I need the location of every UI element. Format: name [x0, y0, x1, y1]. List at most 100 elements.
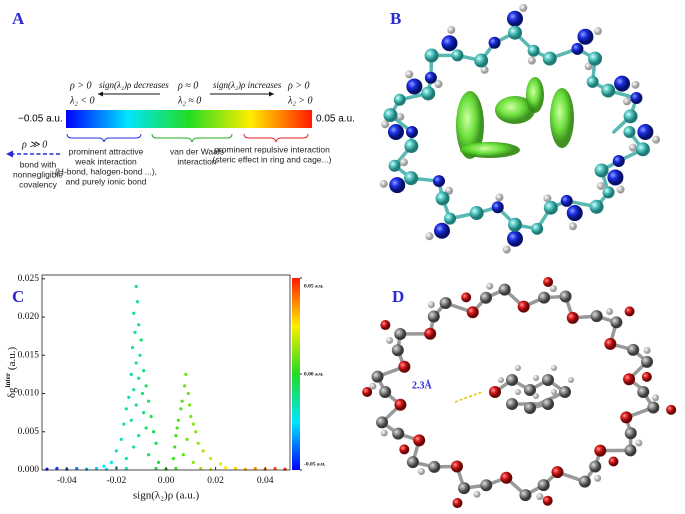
atom	[362, 387, 373, 397]
atom	[624, 444, 637, 457]
point	[154, 441, 158, 445]
atom	[612, 155, 625, 168]
atom	[421, 86, 436, 101]
atom	[428, 460, 441, 473]
point	[156, 460, 161, 464]
atom	[480, 479, 493, 492]
point	[139, 338, 143, 342]
atom	[383, 108, 398, 123]
point	[140, 391, 145, 396]
y-tick-label: 0.025	[18, 274, 40, 284]
atom	[391, 344, 404, 357]
point	[273, 466, 277, 471]
note-line: covalency	[19, 179, 58, 189]
atom	[507, 10, 523, 27]
atom	[607, 169, 624, 186]
x-axis-label: sign(λ₂)ρ (a.u.)	[133, 490, 200, 502]
point	[134, 284, 138, 289]
atom	[635, 439, 643, 447]
note-line: weak interaction	[74, 156, 137, 166]
atom	[376, 416, 389, 429]
atom	[379, 179, 388, 188]
point	[130, 346, 135, 350]
molecule-d: 2.3Å	[362, 276, 677, 509]
atom	[432, 175, 445, 188]
note-line: (steric effect in ring and cage...)	[213, 154, 332, 164]
point	[132, 311, 136, 315]
atom	[461, 292, 472, 303]
atom	[425, 232, 434, 241]
y-label-unit: (a.u.)	[6, 347, 18, 371]
atom	[506, 374, 518, 386]
point	[144, 426, 148, 430]
point	[119, 437, 123, 442]
atom	[488, 36, 501, 49]
atom	[388, 159, 401, 172]
atom	[635, 142, 650, 157]
point	[173, 445, 177, 449]
x-tick-label: -0.02	[107, 476, 127, 486]
x-tick-label: -0.04	[57, 476, 77, 486]
point	[137, 433, 141, 438]
point	[152, 430, 156, 434]
atom	[500, 471, 513, 484]
atom	[506, 398, 518, 410]
atom	[389, 177, 406, 194]
colorbar-label: 0.00 a.u.	[304, 371, 324, 377]
point	[174, 466, 178, 471]
atom	[551, 466, 564, 479]
panel-a: ρ > 0 λ₂ < 0 sign(λ₂)ρ decreases ρ ≈ 0 λ…	[6, 80, 355, 189]
atom	[380, 320, 391, 331]
atom	[444, 186, 453, 195]
atom	[489, 386, 501, 398]
point	[201, 449, 205, 453]
y-label-base: δg	[6, 387, 18, 398]
point	[147, 399, 151, 403]
atom	[584, 62, 593, 71]
x-tick-label: 0.04	[257, 476, 274, 486]
atom	[527, 56, 536, 65]
note-line: bond with	[20, 159, 57, 169]
point	[135, 300, 140, 304]
point	[180, 399, 184, 403]
atom	[392, 427, 405, 440]
atom	[571, 42, 584, 55]
point	[191, 422, 195, 426]
atom	[566, 311, 579, 324]
panel-label: D	[392, 287, 404, 306]
atom	[502, 245, 511, 254]
atom	[396, 112, 405, 121]
atom	[451, 49, 464, 62]
point	[137, 376, 141, 380]
atom	[508, 25, 522, 40]
atom	[424, 48, 439, 63]
atom	[452, 498, 463, 509]
atom	[447, 26, 456, 35]
atom	[386, 336, 394, 344]
atom	[406, 456, 419, 469]
atom	[371, 370, 384, 383]
atom	[542, 398, 554, 410]
atom	[596, 181, 605, 190]
isosurface	[456, 91, 484, 159]
x-tick-label: 0.00	[158, 476, 175, 486]
bracket	[243, 133, 309, 143]
note-line: (H-bond, halogen-bond ...),	[55, 166, 157, 176]
atom	[404, 139, 419, 154]
atom	[405, 70, 414, 79]
atom	[641, 371, 652, 382]
atom	[498, 377, 504, 383]
atom	[551, 365, 557, 371]
colorbar-label: -0.05 a.u.	[304, 461, 326, 467]
point	[124, 407, 128, 411]
atom	[434, 80, 443, 89]
note-line: interaction	[177, 156, 216, 166]
arrowhead	[6, 150, 13, 158]
atom	[543, 276, 554, 287]
atom	[623, 97, 632, 106]
isosurface	[550, 88, 574, 148]
y-axis-label: δginter (a.u.)	[4, 347, 18, 399]
atom	[406, 78, 423, 95]
atom	[399, 444, 410, 455]
atom	[394, 398, 407, 411]
